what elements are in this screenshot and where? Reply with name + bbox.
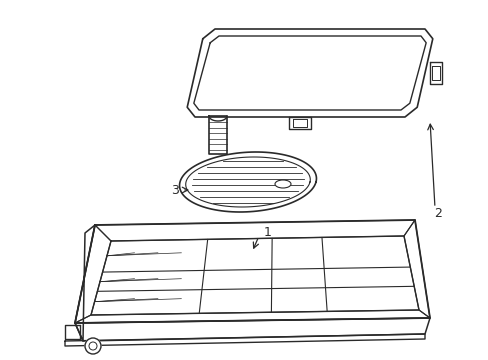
- Text: 1: 1: [264, 225, 271, 239]
- Text: 3: 3: [171, 184, 179, 197]
- Text: 2: 2: [433, 207, 441, 220]
- Ellipse shape: [274, 180, 290, 188]
- Circle shape: [85, 338, 101, 354]
